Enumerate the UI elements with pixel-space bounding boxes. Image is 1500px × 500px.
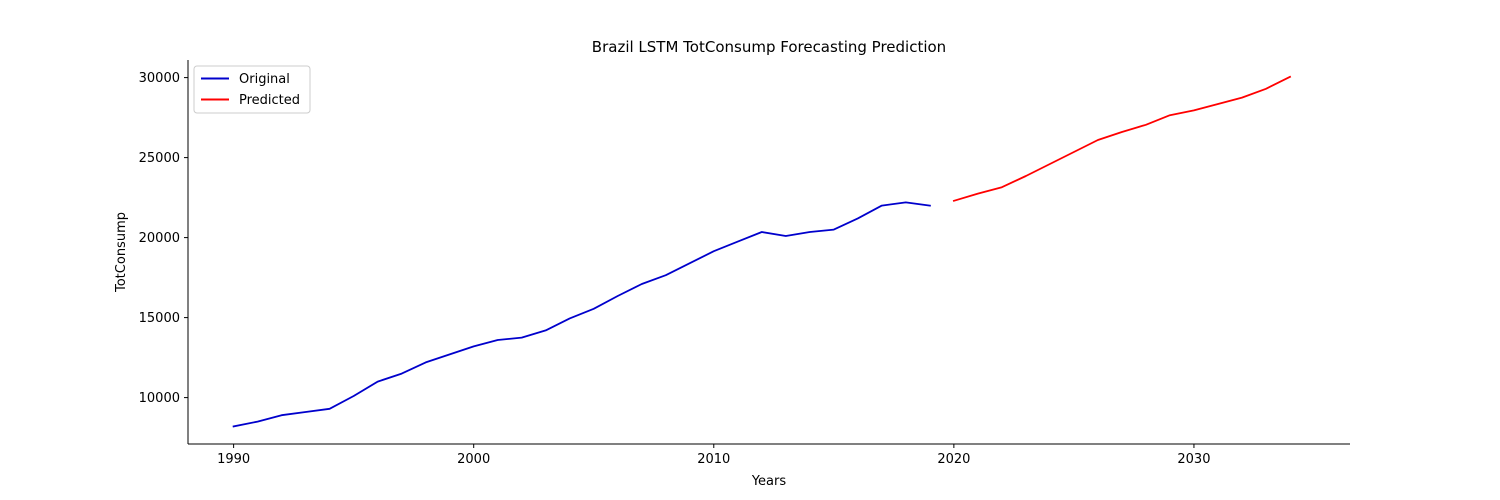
y-tick-label: 25000 (139, 151, 180, 166)
series-line-original (232, 201, 931, 428)
legend-label-predicted: Predicted (239, 93, 300, 108)
legend: Original Predicted (193, 65, 311, 114)
series-line-predicted (952, 75, 1292, 202)
x-tick-label: 1990 (217, 452, 250, 467)
y-tick-label: 15000 (139, 311, 180, 326)
plot-area: 1990 2000 2010 2020 2030 10000 15000 20000 2500… (139, 60, 1350, 467)
series-layer (232, 75, 1292, 428)
y-tick-label: 10000 (139, 391, 180, 406)
x-ticks: 1990 2000 2010 2020 2030 (217, 444, 1210, 467)
chart-title: Brazil LSTM TotConsump Forecasting Predi… (592, 38, 946, 56)
x-axis-label: Years (751, 474, 787, 489)
x-tick-label: 2000 (457, 452, 490, 467)
legend-label-original: Original (239, 72, 290, 87)
x-tick-label: 2030 (1177, 452, 1210, 467)
x-tick-label: 2020 (937, 452, 970, 467)
y-tick-label: 30000 (139, 71, 180, 86)
y-tick-label: 20000 (139, 231, 180, 246)
y-ticks: 10000 15000 20000 25000 30000 (139, 71, 188, 406)
x-tick-label: 2010 (697, 452, 730, 467)
y-axis-label: TotConsump (114, 212, 129, 293)
